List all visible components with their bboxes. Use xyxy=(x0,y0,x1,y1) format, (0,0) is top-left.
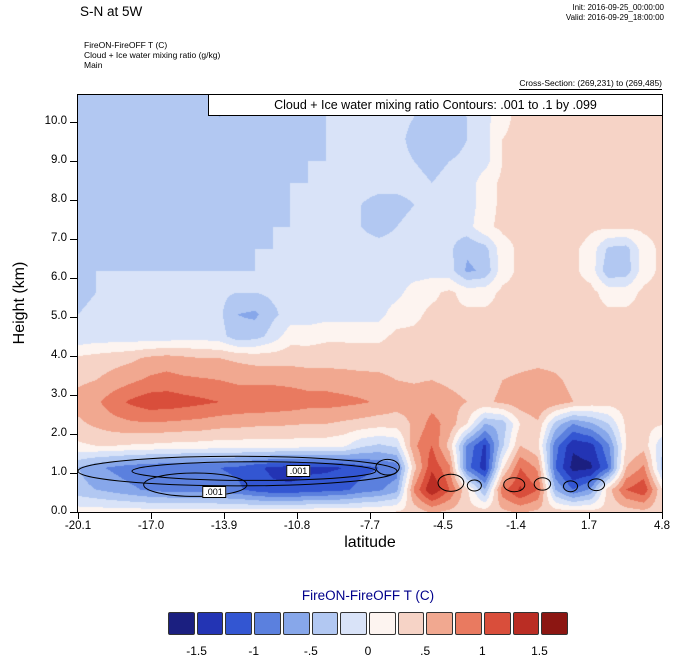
y-tick-mark xyxy=(70,200,77,202)
field-info: FireON-FireOFF T (C) Cloud + Ice water m… xyxy=(84,40,220,70)
y-tick-mark xyxy=(70,161,77,163)
y-tick-label: 6.0 xyxy=(51,271,67,284)
init-timestamp: Init: 2016-09-25_00:00:00 xyxy=(572,3,664,12)
colorbar-segment xyxy=(225,612,253,635)
contour-line xyxy=(533,477,552,491)
contour-line xyxy=(131,461,377,481)
colorbar-tick-label: 1 xyxy=(478,644,486,658)
colorbar-tick-label: -1 xyxy=(248,644,260,658)
colorbar-tick-label: 0 xyxy=(364,644,372,658)
y-tick-mark xyxy=(70,473,77,475)
contour-line xyxy=(78,455,398,487)
plot-area: Cloud + Ice water mixing ratio Contours:… xyxy=(77,94,663,513)
y-tick-label: 3.0 xyxy=(51,388,67,401)
colorbar-segment xyxy=(196,612,224,635)
contour-line xyxy=(143,472,248,497)
y-tick-mark xyxy=(70,356,77,358)
colorbar-tick-label: -.5 xyxy=(303,644,318,658)
colorbar-tick-label: -1.5 xyxy=(186,644,207,658)
cross-section-info: Cross-Section: (269,231) to (269,485) xyxy=(519,78,662,90)
y-tick-mark xyxy=(70,434,77,436)
y-tick-mark xyxy=(70,512,77,513)
colorbar-segment xyxy=(282,612,310,635)
contour-line xyxy=(587,478,606,492)
colorbar-segment xyxy=(168,612,195,635)
colorbar-title: FireON-FireOFF T (C) xyxy=(301,588,435,603)
x-tick-mark xyxy=(662,513,663,519)
contour-line xyxy=(503,477,526,493)
contour-line xyxy=(562,480,579,493)
y-tick-mark xyxy=(70,317,77,319)
x-tick-label: 4.8 xyxy=(654,520,670,532)
contour-label: .001 xyxy=(202,485,226,498)
colorbar xyxy=(168,612,569,635)
colorbar-segment xyxy=(397,612,425,635)
contour-line xyxy=(437,473,465,492)
y-tick-label: 9.0 xyxy=(51,154,67,167)
x-tick-label: -10.8 xyxy=(283,520,311,532)
colorbar-segment xyxy=(512,612,540,635)
colorbar-segment xyxy=(483,612,511,635)
x-tick-label: -7.7 xyxy=(360,520,380,532)
x-tick-mark xyxy=(516,513,517,519)
x-tick-label: -4.5 xyxy=(433,520,453,532)
field-name-cloud: Cloud + Ice water mixing ratio (g/kg) xyxy=(84,50,221,60)
y-tick-mark xyxy=(70,278,77,280)
contour-info-box: Cloud + Ice water mixing ratio Contours:… xyxy=(208,94,663,116)
y-tick-mark xyxy=(70,122,77,124)
y-tick-label: 4.0 xyxy=(51,349,67,362)
x-tick-mark xyxy=(370,513,371,519)
x-tick-mark xyxy=(151,513,152,519)
contour-line xyxy=(466,479,482,492)
x-tick-label: -1.4 xyxy=(506,520,526,532)
y-tick-mark xyxy=(70,395,77,397)
x-tick-label: -17.0 xyxy=(137,520,165,532)
y-tick-label: 8.0 xyxy=(51,193,67,206)
contour-overlay xyxy=(78,455,606,497)
heatmap-canvas xyxy=(78,95,662,512)
valid-timestamp: Valid: 2016-09-29_18:00:00 xyxy=(565,13,664,22)
domain-name: Main xyxy=(84,60,103,70)
colorbar-segment xyxy=(254,612,281,635)
field-name-temp: FireON-FireOFF T (C) xyxy=(84,40,168,50)
y-tick-label: 0.0 xyxy=(51,505,67,517)
x-tick-label: -13.9 xyxy=(210,520,238,532)
colorbar-segment xyxy=(311,612,339,635)
x-tick-mark xyxy=(78,513,79,519)
colorbar-tick-label: 1.5 xyxy=(531,644,548,658)
y-tick-label: 2.0 xyxy=(51,427,67,440)
colorbar-segment xyxy=(340,612,368,635)
colorbar-segment xyxy=(541,612,569,635)
colorbar-tick-label: .5 xyxy=(420,644,431,658)
y-tick-label: 7.0 xyxy=(51,232,67,245)
x-tick-mark xyxy=(224,513,225,519)
colorbar-segment xyxy=(369,612,396,635)
x-tick-mark xyxy=(589,513,590,519)
colorbar-segment xyxy=(426,612,454,635)
colorbar-segment xyxy=(455,612,482,635)
contour-line xyxy=(375,458,400,476)
page-title: S-N at 5W xyxy=(80,4,143,19)
y-tick-label: 1.0 xyxy=(51,466,67,479)
x-tick-label: 1.7 xyxy=(581,520,597,532)
y-tick-label: 5.0 xyxy=(51,310,67,323)
contour-label: .001 xyxy=(286,465,311,478)
x-tick-mark xyxy=(443,513,444,519)
x-tick-mark xyxy=(297,513,298,519)
x-tick-label: -20.1 xyxy=(64,520,92,532)
x-axis-label: latitude xyxy=(344,534,396,551)
y-tick-mark xyxy=(70,239,77,241)
y-tick-label: 10.0 xyxy=(44,115,67,128)
run-times: Init: 2016-09-25_00:00:00 Valid: 2016-09… xyxy=(566,3,664,23)
